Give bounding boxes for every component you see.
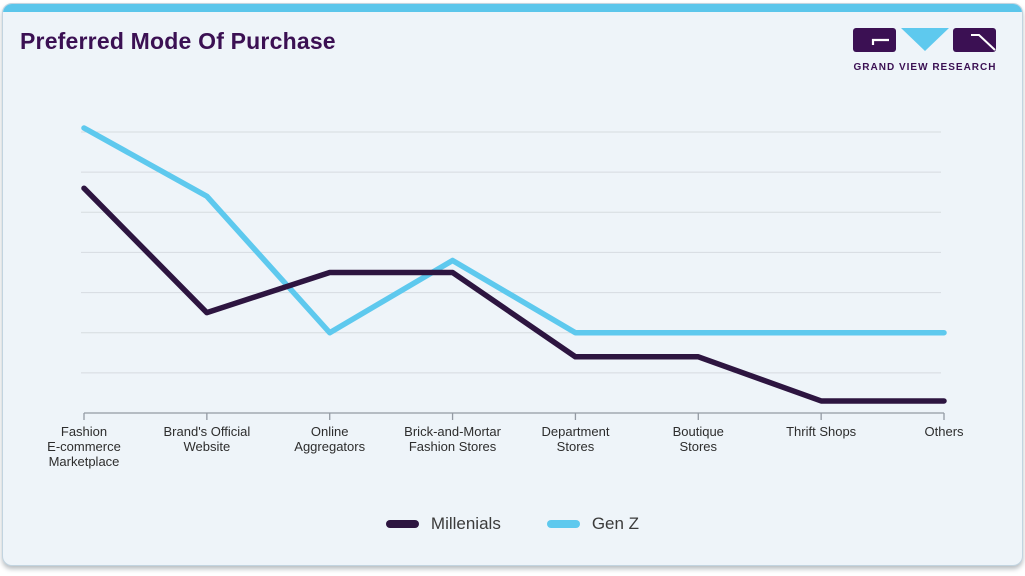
- line-chart: [81, 125, 947, 420]
- series-line-gen-z: [81, 125, 947, 336]
- legend-swatch-gen-z: [546, 520, 580, 528]
- legend-swatch-millenials: [385, 520, 419, 528]
- top-accent-bar: [3, 4, 1022, 12]
- chart-legend: Millenials Gen Z: [3, 514, 1022, 534]
- legend-label-millenials: Millenials: [430, 514, 501, 533]
- series-line-millenials: [81, 185, 947, 404]
- logo-v-icon: [901, 28, 949, 51]
- legend-label-gen-z: Gen Z: [591, 514, 640, 533]
- logo-g-glyph: [871, 38, 889, 45]
- logo-r-block: [953, 28, 996, 52]
- logo-r-glyph: [971, 34, 996, 51]
- legend-item-gen-z: Gen Z: [546, 514, 640, 534]
- page-title: Preferred Mode Of Purchase: [20, 28, 336, 54]
- grand-view-research-logo: GRAND VIEW RESEARCH: [853, 28, 997, 73]
- chart-card: Preferred Mode Of Purchase GRAND VIEW RE…: [2, 3, 1023, 566]
- logo-text: GRAND VIEW RESEARCH: [854, 62, 997, 73]
- legend-item-millenials: Millenials: [385, 514, 501, 534]
